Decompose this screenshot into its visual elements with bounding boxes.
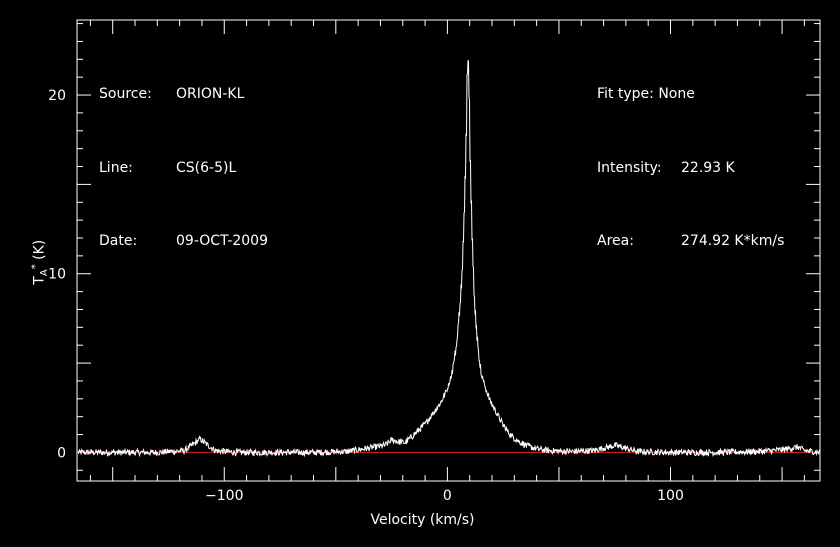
- info-left-panel: Source: ORION-KL Line: CS(6-5)L Date: 09-OC…: [99, 33, 268, 278]
- spectrum-line: [77, 60, 820, 458]
- line-value: CS(6-5)L: [176, 159, 237, 176]
- line-label: Line:: [99, 159, 133, 176]
- x-tick-label: 100: [657, 488, 684, 504]
- plot-frame: [76, 19, 821, 482]
- y-axis-label: TA* (K): [30, 232, 50, 292]
- date-label: Date:: [99, 233, 138, 249]
- fit-type-row: Fit type: None: [597, 82, 784, 107]
- intensity-value: 22.93 K: [681, 159, 735, 176]
- intensity-label: Intensity:: [597, 159, 662, 176]
- y-axis-label-sup: *: [29, 264, 41, 270]
- intensity-row: Intensity: 22.93 K: [597, 156, 784, 181]
- date-value: 09-OCT-2009: [176, 233, 268, 249]
- y-axis-label-sub: A: [39, 269, 51, 277]
- y-tick-label: 20: [48, 88, 66, 104]
- source-row: Source: ORION-KL: [99, 82, 268, 107]
- y-axis-label-main: T: [31, 276, 48, 285]
- x-tick-label: −100: [205, 488, 243, 504]
- line-row: Line: CS(6-5)L: [99, 156, 268, 181]
- area-value: 274.92 K*km/s: [681, 233, 785, 249]
- area-row: Area: 274.92 K*km/s: [597, 229, 784, 254]
- x-axis-label: Velocity (km/s): [370, 512, 475, 528]
- x-tick-label: 0: [443, 488, 452, 504]
- fit-type-value: None: [658, 86, 695, 102]
- info-right-panel: Fit type: None Intensity: 22.93 K Area: 27…: [597, 33, 784, 278]
- y-tick-label: 10: [48, 267, 66, 283]
- date-row: Date: 09-OCT-2009: [99, 229, 268, 254]
- y-axis-label-unit: (K): [31, 239, 48, 265]
- fit-type-label: Fit type:: [597, 86, 654, 102]
- y-tick-label: 0: [57, 445, 66, 461]
- area-label: Area:: [597, 233, 634, 249]
- source-label: Source:: [99, 86, 152, 102]
- source-value: ORION-KL: [176, 86, 245, 102]
- axis-ticks: [77, 20, 820, 481]
- tick-labels: −100 0 100 0 10 20: [48, 88, 684, 504]
